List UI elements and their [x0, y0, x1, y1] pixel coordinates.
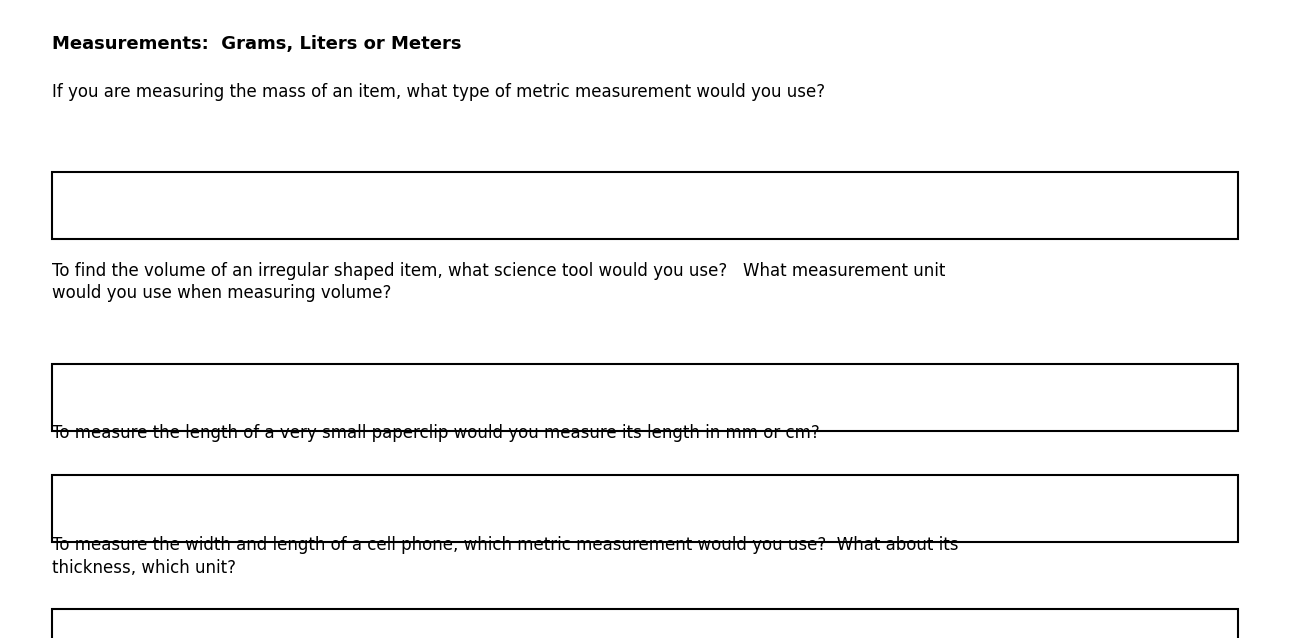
Text: To find the volume of an irregular shaped item, what science tool would you use?: To find the volume of an irregular shape…	[52, 262, 946, 302]
Text: Measurements:  Grams, Liters or Meters: Measurements: Grams, Liters or Meters	[52, 35, 461, 53]
FancyBboxPatch shape	[52, 475, 1238, 542]
FancyBboxPatch shape	[52, 364, 1238, 431]
Text: To measure the width and length of a cell phone, which metric measurement would : To measure the width and length of a cel…	[52, 536, 958, 577]
FancyBboxPatch shape	[52, 172, 1238, 239]
FancyBboxPatch shape	[52, 609, 1238, 638]
Text: To measure the length of a very small paperclip would you measure its length in : To measure the length of a very small pa…	[52, 424, 819, 442]
Text: If you are measuring the mass of an item, what type of metric measurement would : If you are measuring the mass of an item…	[52, 83, 824, 101]
